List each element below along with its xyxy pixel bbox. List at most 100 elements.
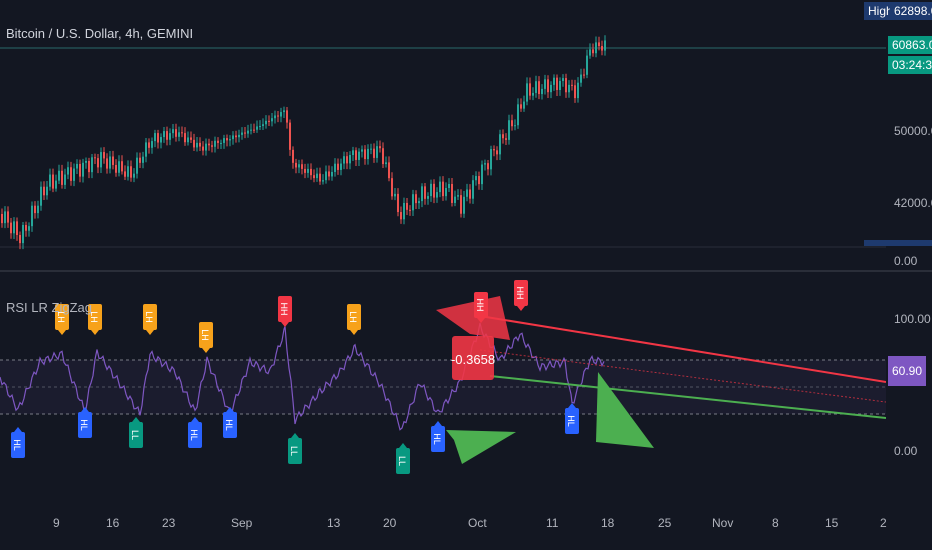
zigzag-label-pointer [477,318,485,323]
candle-body [331,171,333,177]
candle-body [397,193,399,213]
candle-body [289,122,291,150]
candle-body [142,156,144,163]
zigzag-label: LL [396,443,410,474]
candle-body [358,151,360,160]
candle-body [424,186,426,199]
candle-body [49,174,51,187]
candle-body [337,163,339,170]
zigzag-label: HL [565,403,579,434]
rsi-value-tag: 60.90 [888,356,927,386]
candle-body [133,173,135,178]
zigzag-labels: HL LH LH HL LL LH HL LH HL HH LL LH LL HL HH HH HL [11,280,579,474]
candle-body [91,157,93,173]
candle-body [88,160,90,173]
candle-body [448,183,450,189]
zigzag-label: LL [288,433,302,464]
rsi-pane[interactable]: HL LH LH HL LL LH HL LH HL HH LL LH LL HL HH HH HL -0.36… [0,272,887,510]
candle-body [307,168,309,173]
candle-body [394,193,396,197]
candle-body [250,129,252,131]
candle-body [109,156,111,169]
candle-body [445,188,447,197]
candle-body [70,167,72,181]
candle-body [568,84,570,93]
candle-body [79,163,81,177]
candle-body [577,82,579,99]
candle-body [157,133,159,143]
candle-body [280,112,282,117]
time-tick: 20 [383,516,397,530]
pane-separator[interactable] [0,270,932,272]
zigzag-label: HL [431,421,445,452]
candle-body [40,186,42,206]
candle-body [562,78,564,81]
zigzag-label: HL [11,427,25,458]
candle-body [235,135,237,138]
zigzag-label-text: LL [130,430,140,440]
zigzag-label-box [143,304,157,330]
time-axis[interactable] [0,510,932,550]
candle-body [376,146,378,158]
price-axis[interactable]: High 62898.00 60863.09 03:24:33 [864,0,932,270]
candle-body [160,137,162,143]
candle-body [208,143,210,146]
time-tick: Sep [231,516,253,530]
candle-body [238,134,240,138]
zigzag-label-pointer [132,417,140,422]
zigzag-label-text: LH [56,311,66,323]
candle-body [232,135,234,140]
candle-body [205,143,207,151]
zigzag-label-text: LL [289,446,299,456]
candle-body [583,74,585,76]
zigzag-label-pointer [226,407,234,412]
candle-body [457,195,459,197]
candle-body [472,180,474,199]
candle-body [271,118,273,122]
candle-body [46,186,48,196]
candle-body [220,142,222,144]
candle-body [100,152,102,168]
candle-body [124,171,126,177]
zigzag-label-text: LH [348,311,358,323]
candle-body [388,162,390,179]
zigzag-label-pointer [91,330,99,335]
slope-label: -0.3658 [451,352,495,367]
zigzag-label-pointer [517,306,525,311]
candle-body [460,195,462,214]
candle-body [529,83,531,96]
time-tick: 25 [658,516,672,530]
candle-body [592,49,594,54]
candle-body [463,196,465,214]
zigzag-label-box [278,296,292,322]
candle-body [82,162,84,177]
candle-body [511,120,513,127]
zigzag-label-box [78,412,92,438]
rsi-tick: 100.00 [894,312,931,326]
zigzag-label-text: HL [12,439,22,451]
rsi-axis[interactable]: 60.90 [886,272,932,510]
candle-body [178,132,180,137]
candle-body [406,202,408,210]
candle-body [469,189,471,199]
zigzag-label-text: HL [432,433,442,445]
zigzag-label: HH [278,296,292,327]
candle-body [121,161,123,172]
candle-body [265,120,267,125]
price-pane[interactable] [0,0,886,270]
candle-body [118,161,120,173]
candle-body [145,142,147,157]
candle-body [229,139,231,141]
zigzag-label-text: LH [200,329,210,341]
candle-body [430,183,432,197]
candle-body [43,186,45,196]
time-tick: 18 [601,516,615,530]
price-tick: 50000.00 [894,124,932,138]
candle-body [301,164,303,169]
zigzag-label-pointer [191,417,199,422]
candle-body [373,148,375,158]
candle-body [295,162,297,168]
candle-body [493,149,495,151]
candle-body [169,133,171,140]
candle-body [97,158,99,168]
